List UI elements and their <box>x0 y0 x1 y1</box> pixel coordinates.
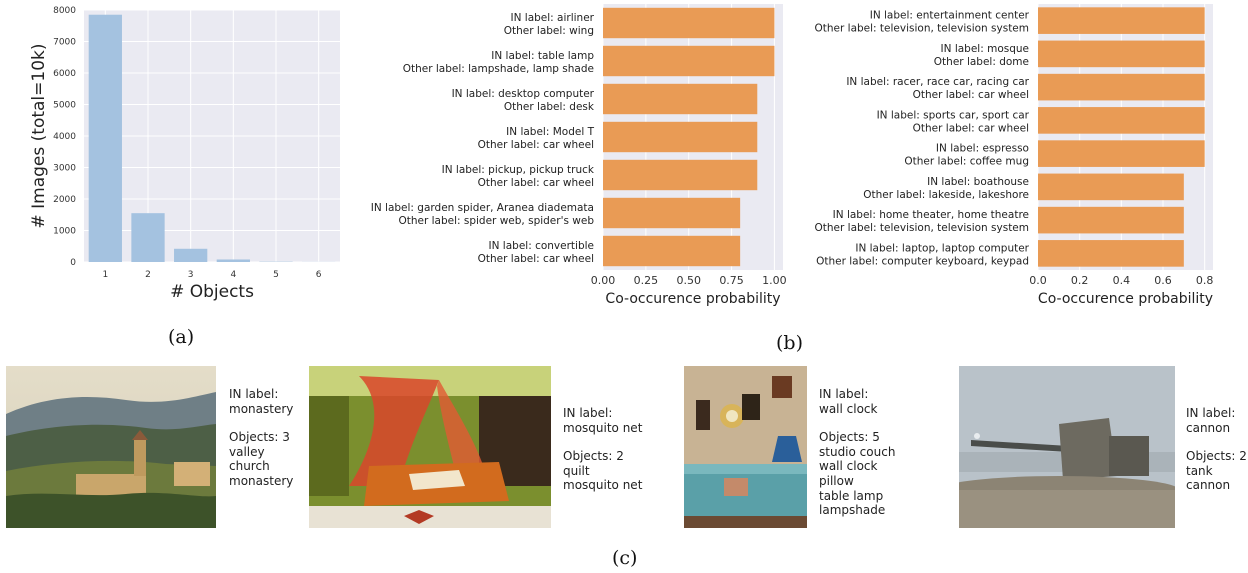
panel-label-a: (a) <box>168 326 195 348</box>
example-photo-living-room <box>684 366 807 528</box>
category-label: Other label: coffee mug <box>904 156 1029 168</box>
bar <box>1038 73 1205 101</box>
bar <box>603 197 741 229</box>
category-label: IN label: convertible <box>489 240 594 252</box>
example-caption-0: IN label: monastery Objects: 3 valley ch… <box>229 387 294 488</box>
category-label: Other label: television, television syst… <box>815 222 1030 234</box>
category-label: IN label: boathouse <box>927 176 1029 188</box>
bar <box>216 259 250 262</box>
category-label: Other label: wing <box>504 25 594 37</box>
x-tick-label: 6 <box>316 270 322 280</box>
bar <box>603 7 775 39</box>
panel-label-b: (b) <box>776 332 803 354</box>
y-tick-label: 0 <box>70 258 76 268</box>
bar <box>1038 240 1184 267</box>
y-tick-label: 8000 <box>53 6 76 16</box>
category-label: Other label: car wheel <box>913 122 1029 134</box>
x-tick-label: 1 <box>102 270 108 280</box>
panel-label-c: (c) <box>612 547 638 569</box>
category-label: Other label: car wheel <box>478 177 594 189</box>
category-label: IN label: home theater, home theatre <box>833 209 1029 221</box>
bar <box>603 45 775 77</box>
bar <box>174 248 208 262</box>
x-tick-label: 4 <box>230 270 236 280</box>
category-label: IN label: pickup, pickup truck <box>442 164 595 176</box>
bar <box>603 121 758 153</box>
category-label: IN label: desktop computer <box>452 88 595 100</box>
example-photo-cannon <box>959 366 1175 528</box>
category-label: IN label: sports car, sport car <box>877 109 1030 121</box>
category-label: IN label: racer, race car, racing car <box>846 76 1029 88</box>
cooccurrence-chart-right: 0.0 0.2 0.4 0.6 0.8 IN label: entertainment c… <box>815 4 1214 307</box>
bar <box>1038 140 1205 167</box>
objects-histogram-chart: 0 1000 2000 3000 4000 5000 6000 7000 8000 1 2 3 4 5 6 #… <box>29 6 340 302</box>
y-tick-label: 4000 <box>53 132 76 142</box>
bar <box>1038 7 1205 34</box>
y-axis-label: # Images (total=10k) <box>29 43 49 228</box>
bar <box>1038 206 1184 234</box>
x-axis-label: Co-occurence probability <box>1038 291 1213 307</box>
category-label: IN label: table lamp <box>491 50 594 62</box>
x-tick-label: 0.8 <box>1196 274 1214 287</box>
example-photo-bedroom <box>309 366 551 528</box>
x-tick-label: 0.0 <box>1029 274 1047 287</box>
x-tick-label: 0.50 <box>676 274 701 287</box>
category-label: Other label: car wheel <box>478 253 594 265</box>
category-label: Other label: car wheel <box>478 139 594 151</box>
x-tick-label: 0.2 <box>1071 274 1089 287</box>
category-label: IN label: garden spider, Aranea diademat… <box>371 202 594 214</box>
bar <box>603 159 758 191</box>
bar <box>1038 40 1205 68</box>
x-tick-label: 0.6 <box>1154 274 1172 287</box>
bar <box>1038 107 1205 134</box>
category-label: IN label: espresso <box>936 143 1029 155</box>
category-label: Other label: television, television syst… <box>815 23 1030 35</box>
y-tick-label: 6000 <box>53 69 76 79</box>
category-label: Other label: computer keyboard, keypad <box>816 255 1029 267</box>
x-tick-label: 1.00 <box>762 274 787 287</box>
category-label: IN label: entertainment center <box>870 10 1030 22</box>
y-tick-label: 3000 <box>53 164 76 174</box>
category-label: Other label: dome <box>934 56 1029 68</box>
category-label: Other label: lampshade, lamp shade <box>403 63 594 75</box>
x-tick-label: 2 <box>145 270 151 280</box>
x-tick-label: 0.25 <box>634 274 659 287</box>
bar <box>1038 173 1184 201</box>
y-tick-label: 5000 <box>53 101 76 111</box>
category-label: IN label: airliner <box>511 12 595 24</box>
y-tick-label: 7000 <box>53 38 76 48</box>
bar <box>603 235 741 267</box>
category-label: IN label: mosque <box>941 43 1029 55</box>
x-axis-label: # Objects <box>170 282 254 302</box>
x-axis-label: Co-occurence probability <box>605 291 780 307</box>
category-label: Other label: car wheel <box>913 89 1029 101</box>
example-photo-monastery <box>6 366 216 528</box>
bar <box>88 14 122 262</box>
x-tick-label: 5 <box>273 270 279 280</box>
y-tick-label: 1000 <box>53 227 76 237</box>
x-tick-label: 3 <box>188 270 194 280</box>
category-label: Other label: lakeside, lakeshore <box>863 189 1029 201</box>
x-tick-label: 0.00 <box>591 274 616 287</box>
example-caption-3: IN label: cannon Objects: 2 tank cannon <box>1186 406 1247 493</box>
bar <box>131 213 165 262</box>
x-tick-label: 0.4 <box>1113 274 1131 287</box>
category-label: Other label: spider web, spider's web <box>398 215 594 227</box>
y-tick-label: 2000 <box>53 195 76 205</box>
x-tick-label: 0.75 <box>719 274 744 287</box>
category-label: Other label: desk <box>504 101 595 113</box>
example-caption-2: IN label: wall clock Objects: 5 studio c… <box>819 387 896 518</box>
category-label: IN label: Model T <box>506 126 594 138</box>
category-label: IN label: laptop, laptop computer <box>855 242 1029 254</box>
bar <box>603 83 758 115</box>
example-caption-1: IN label: mosquito net Objects: 2 quilt … <box>563 406 643 493</box>
